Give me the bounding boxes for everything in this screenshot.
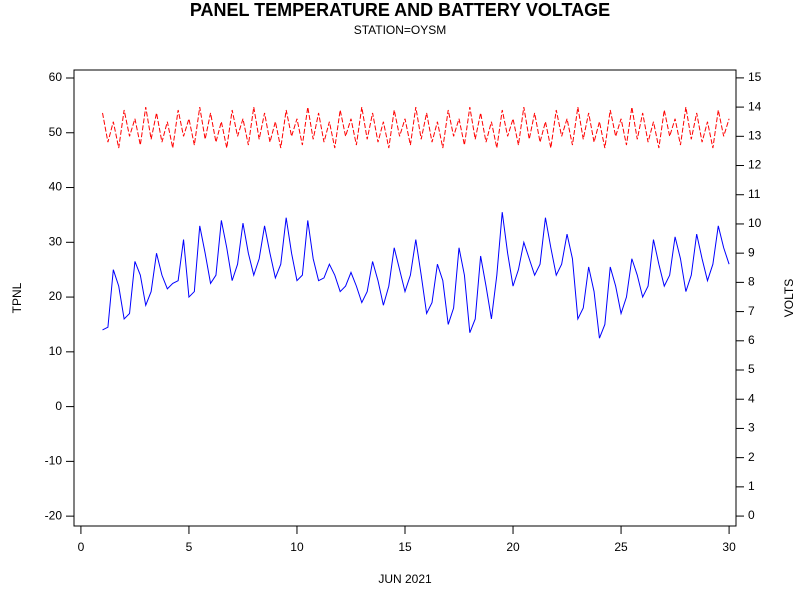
y2-tick-label: 9 — [748, 245, 755, 259]
data-line — [102, 212, 730, 339]
y2-tick-label: 12 — [748, 158, 762, 172]
y-tick-label: 60 — [49, 70, 63, 84]
x-tick-label: 15 — [398, 540, 412, 554]
chart-title: PANEL TEMPERATURE AND BATTERY VOLTAGE — [190, 0, 610, 20]
y2-tick-label: 4 — [748, 391, 755, 405]
y2-tick-label: 15 — [748, 70, 762, 84]
x-tick-label: 0 — [78, 540, 85, 554]
y2-tick-label: 8 — [748, 275, 755, 289]
y-tick-label: -20 — [45, 508, 63, 522]
data-line — [102, 107, 730, 149]
x-axis-label: JUN 2021 — [378, 572, 432, 586]
y2-tick-label: 7 — [748, 304, 755, 318]
y2-tick-label: 2 — [748, 450, 755, 464]
y2-tick-label: 1 — [748, 479, 755, 493]
x-tick-label: 5 — [186, 540, 193, 554]
y2-tick-label: 14 — [748, 99, 762, 113]
x-tick-label: 10 — [290, 540, 304, 554]
y-tick-label: 50 — [49, 125, 63, 139]
y2-axis-label: VOLTS — [782, 279, 796, 317]
y2-tick-label: 6 — [748, 333, 755, 347]
y-tick-label: 20 — [49, 289, 63, 303]
chart-subtitle: STATION=OYSM — [354, 23, 447, 37]
x-tick-label: 20 — [506, 540, 520, 554]
y2-tick-label: 10 — [748, 216, 762, 230]
x-tick-label: 25 — [614, 540, 628, 554]
x-tick-label: 30 — [722, 540, 736, 554]
y-tick-label: 10 — [49, 344, 63, 358]
y2-tick-label: 3 — [748, 421, 755, 435]
y2-tick-label: 11 — [748, 187, 761, 201]
y2-tick-label: 13 — [748, 128, 762, 142]
y-tick-label: 40 — [49, 180, 63, 194]
y2-tick-label: 5 — [748, 362, 755, 376]
y-tick-label: 0 — [55, 399, 62, 413]
y-axis-label: TPNL — [10, 282, 24, 313]
y2-tick-label: 0 — [748, 508, 755, 522]
y-tick-label: 30 — [49, 234, 63, 248]
y-tick-label: -10 — [45, 454, 63, 468]
